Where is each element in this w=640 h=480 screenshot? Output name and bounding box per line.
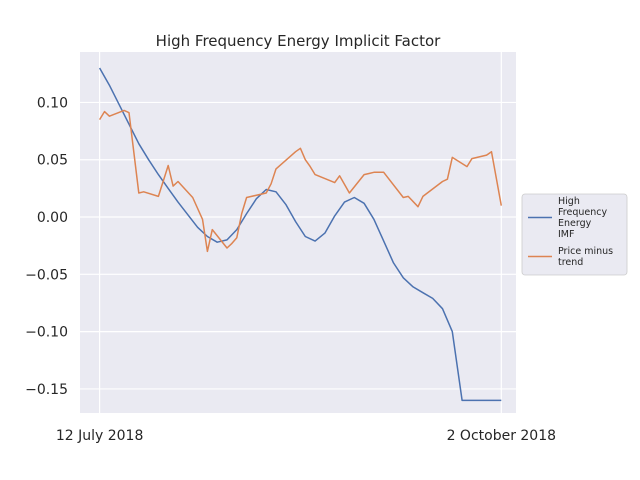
grid — [80, 52, 516, 413]
y-tick-label: 0.00 — [37, 210, 68, 226]
y-tick-label: 0.10 — [37, 95, 68, 111]
legend-label: Price minus — [558, 246, 613, 257]
x-tick-label: 12 July 2018 — [56, 428, 144, 444]
series-layer — [98, 67, 503, 402]
chart-title: High Frequency Energy Implicit Factor — [156, 32, 441, 50]
y-tick-label: −0.15 — [25, 382, 68, 398]
y-tick-label: 0.05 — [37, 153, 68, 169]
x-tick-label: 2 October 2018 — [447, 428, 556, 444]
series-line-2 — [98, 109, 503, 253]
plot-background — [80, 52, 516, 413]
x-axis: 12 July 2018 2 October 2018 — [56, 428, 556, 444]
y-tick-label: −0.10 — [25, 325, 68, 341]
legend-label: trend — [558, 257, 583, 268]
legend-label: Energy — [558, 218, 592, 229]
y-tick-label: −0.05 — [25, 267, 68, 283]
legend-label: IMF — [558, 229, 574, 240]
legend-label: High — [558, 196, 580, 207]
legend-label: Frequency — [558, 207, 607, 218]
legend-box — [521, 193, 628, 276]
y-axis: 0.10 0.05 0.00 −0.05 −0.10 −0.15 — [25, 95, 68, 398]
series-line-1 — [98, 67, 502, 402]
